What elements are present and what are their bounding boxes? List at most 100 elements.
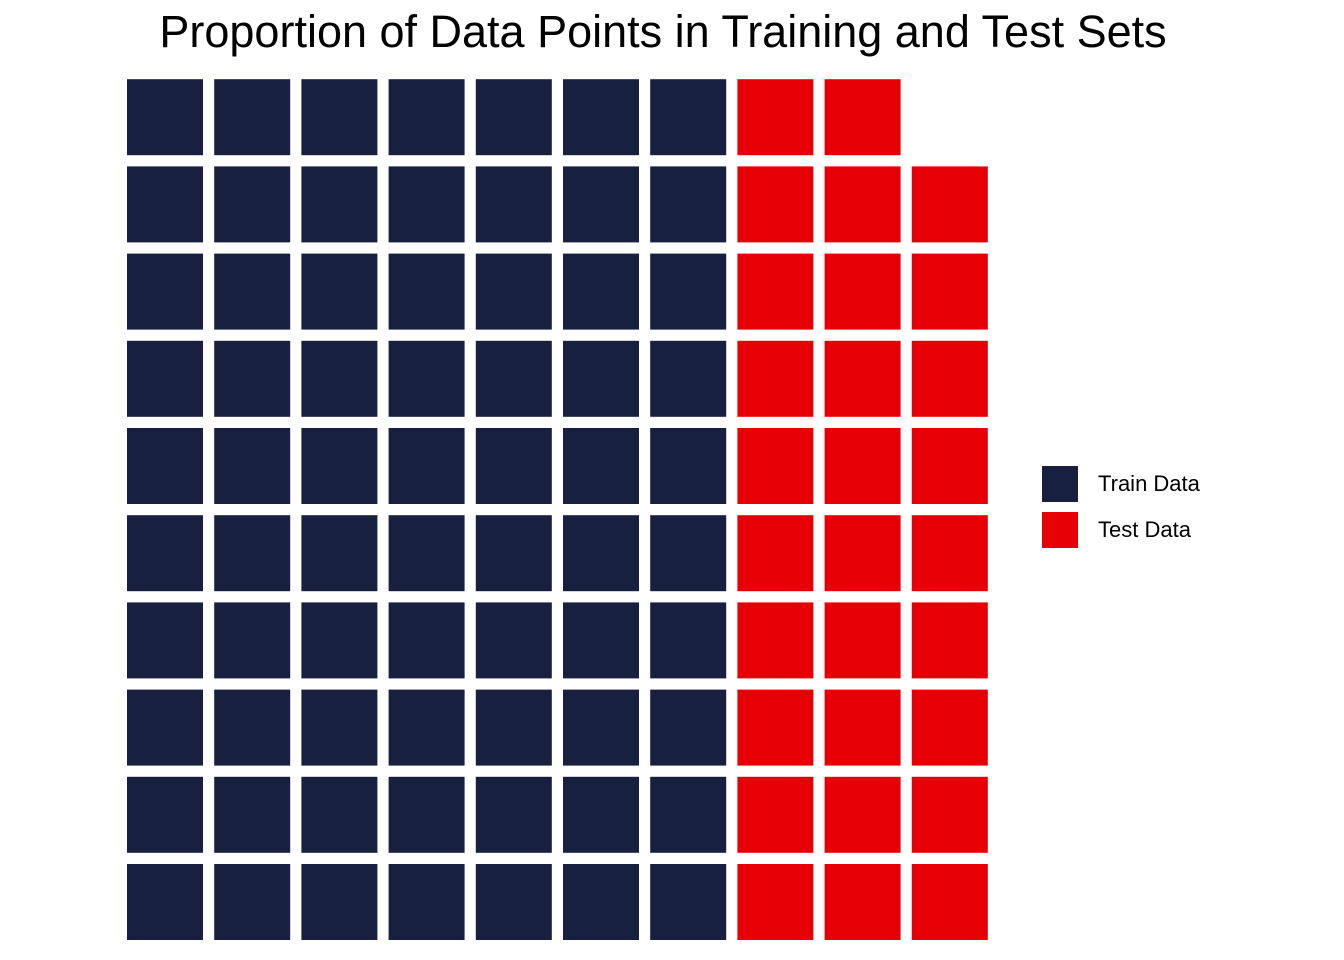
train-cell	[214, 515, 291, 592]
train-cell	[301, 79, 378, 156]
train-cell	[650, 689, 727, 766]
train-cell	[214, 689, 291, 766]
train-cell	[563, 166, 639, 243]
train-cell	[650, 340, 727, 417]
legend-label-train: Train Data	[1098, 471, 1200, 496]
train-cell	[388, 253, 465, 330]
train-cell	[127, 602, 203, 679]
test-cell	[824, 340, 901, 417]
train-cell	[650, 79, 727, 156]
train-cell	[650, 166, 727, 243]
train-cell	[475, 689, 552, 766]
test-cell	[737, 79, 814, 156]
test-cell	[737, 689, 814, 766]
legend-swatch-train	[1042, 466, 1078, 502]
train-cell	[127, 428, 203, 504]
train-cell	[214, 166, 291, 243]
legend-item-test: Test Data	[1042, 512, 1200, 548]
train-cell	[563, 79, 639, 156]
train-cell	[301, 166, 378, 243]
train-cell	[214, 253, 291, 330]
train-cell	[127, 253, 203, 330]
train-cell	[127, 689, 203, 766]
test-cell	[737, 602, 814, 679]
train-cell	[563, 340, 639, 417]
test-cell	[737, 340, 814, 417]
train-cell	[214, 79, 291, 156]
train-cell	[563, 776, 639, 853]
test-cell	[911, 340, 988, 417]
train-cell	[214, 340, 291, 417]
train-cell	[301, 602, 378, 679]
train-cell	[301, 428, 378, 504]
test-cell	[824, 253, 901, 330]
train-cell	[301, 864, 378, 940]
test-cell	[911, 253, 988, 330]
train-cell	[475, 428, 552, 504]
train-cell	[214, 864, 291, 940]
train-cell	[563, 689, 639, 766]
test-cell	[824, 689, 901, 766]
test-cell	[911, 428, 988, 504]
train-cell	[388, 166, 465, 243]
train-cell	[301, 689, 378, 766]
test-cell	[911, 515, 988, 592]
test-cell	[824, 166, 901, 243]
test-cell	[737, 864, 814, 940]
train-cell	[475, 515, 552, 592]
train-cell	[475, 776, 552, 853]
train-cell	[301, 515, 378, 592]
train-cell	[563, 253, 639, 330]
legend-label-test: Test Data	[1098, 517, 1191, 542]
train-cell	[475, 340, 552, 417]
test-cell	[911, 776, 988, 853]
train-cell	[475, 253, 552, 330]
train-cell	[388, 602, 465, 679]
train-cell	[475, 166, 552, 243]
train-cell	[388, 864, 465, 940]
test-cell	[824, 79, 901, 156]
legend: Train Data Test Data	[1042, 466, 1200, 558]
train-cell	[388, 340, 465, 417]
train-cell	[301, 253, 378, 330]
train-cell	[127, 776, 203, 853]
train-cell	[214, 776, 291, 853]
train-cell	[563, 602, 639, 679]
train-cell	[127, 515, 203, 592]
train-cell	[388, 428, 465, 504]
test-cell	[824, 515, 901, 592]
train-cell	[301, 776, 378, 853]
train-cell	[388, 79, 465, 156]
test-cell	[911, 864, 988, 940]
train-cell	[650, 428, 727, 504]
test-cell	[824, 776, 901, 853]
train-cell	[127, 166, 203, 243]
train-cell	[563, 864, 639, 940]
train-cell	[563, 428, 639, 504]
train-cell	[127, 864, 203, 940]
test-cell	[824, 864, 901, 940]
train-cell	[475, 864, 552, 940]
test-cell	[737, 776, 814, 853]
train-cell	[650, 864, 727, 940]
train-cell	[563, 515, 639, 592]
train-cell	[127, 340, 203, 417]
train-cell	[475, 602, 552, 679]
test-cell	[737, 515, 814, 592]
legend-swatch-test	[1042, 512, 1078, 548]
test-cell	[737, 428, 814, 504]
train-cell	[388, 515, 465, 592]
train-cell	[214, 602, 291, 679]
chart-title: Proportion of Data Points in Training an…	[159, 6, 1167, 57]
train-cell	[475, 79, 552, 156]
train-cell	[650, 776, 727, 853]
train-cell	[388, 776, 465, 853]
train-cell	[214, 428, 291, 504]
train-cell	[650, 515, 727, 592]
train-cell	[301, 340, 378, 417]
test-cell	[911, 689, 988, 766]
train-cell	[650, 602, 727, 679]
legend-item-train: Train Data	[1042, 466, 1200, 502]
train-cell	[650, 253, 727, 330]
